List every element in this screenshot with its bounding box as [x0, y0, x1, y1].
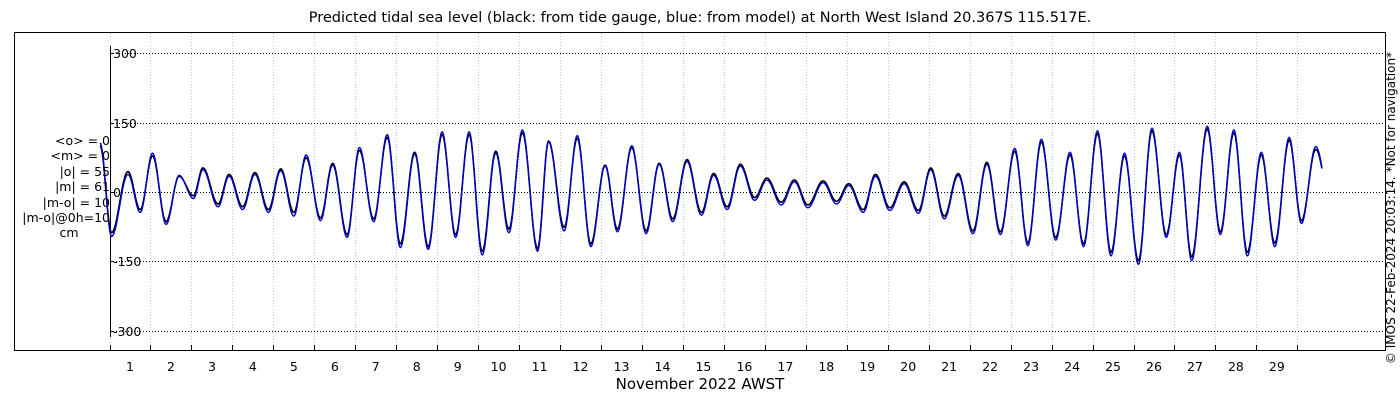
x-tick-label: 14: [655, 359, 671, 374]
y-tick-label: 300: [113, 46, 137, 61]
x-tick-label: 23: [1023, 359, 1039, 374]
x-tick-label: 27: [1187, 359, 1203, 374]
x-tick-label: 12: [573, 359, 589, 374]
x-tick-label: 6: [331, 359, 339, 374]
x-tick-label: 22: [982, 359, 998, 374]
x-tick-label: 18: [818, 359, 834, 374]
stat-mean-obs: <o> = 0: [55, 133, 110, 148]
x-axis-label: November 2022 AWST: [615, 375, 785, 393]
x-tick-label: 15: [695, 359, 711, 374]
x-tick-label: 13: [614, 359, 630, 374]
stat-abs-obs: |o| = 55: [59, 163, 110, 179]
y-tick-label: 150: [113, 116, 137, 131]
x-tick-label: 3: [208, 359, 216, 374]
x-tick-label: 16: [736, 359, 752, 374]
x-tick-label: 25: [1105, 359, 1121, 374]
credit-text: © IMOS 22-Feb-2024 20:03:14. *Not for na…: [1384, 51, 1398, 365]
x-tick-label: 29: [1269, 359, 1285, 374]
stat-unit: cm: [59, 225, 79, 241]
x-tick-label: 20: [900, 359, 916, 374]
x-tick-label: 8: [413, 359, 421, 374]
x-tick-label: 28: [1228, 359, 1244, 374]
x-tick-label: 19: [859, 359, 875, 374]
x-tick-label: 2: [167, 359, 175, 374]
y-tick-label: -150: [113, 254, 141, 269]
series-lines: [99, 125, 1323, 265]
x-tick-label: 5: [290, 359, 298, 374]
x-tick-label: 26: [1146, 359, 1162, 374]
x-tick-label: 7: [372, 359, 380, 374]
x-tick-label: 1: [126, 359, 134, 374]
model-line: [99, 125, 1323, 265]
x-tick-label: 24: [1064, 359, 1080, 374]
x-tick-label: 4: [249, 359, 257, 374]
x-tick-label: 10: [491, 359, 507, 374]
x-tick-label: 11: [532, 359, 548, 374]
x-tick-label: 21: [941, 359, 957, 374]
stat-mean-model: <m> = 0: [50, 148, 111, 164]
stats-panel: <o> = 0 <m> = 0 |o| = 55 |m| = 61 |m-o| …: [14, 133, 110, 241]
chart-title: Predicted tidal sea level (black: from t…: [308, 10, 1092, 26]
stat-abs-diff: |m-o| = 10: [42, 194, 110, 210]
x-tick-label: 9: [454, 359, 462, 374]
stat-abs-diff-0h: |m-o|@0h=10: [22, 210, 110, 226]
y-axis-ticks: -300 -150 0 150 300: [110, 46, 141, 339]
y-tick-label: 0: [113, 185, 121, 200]
x-axis-ticks: 1 2 3 4 5 6 7 8 9 10 11 12 13 14 15 16 17 18 19 20 21 22 23 24 2…: [110, 345, 1298, 374]
plot-frame: [14, 32, 1386, 351]
stat-abs-model: |m| = 61: [55, 179, 110, 195]
y-tick-label: -300: [113, 324, 141, 339]
x-tick-label: 17: [777, 359, 793, 374]
